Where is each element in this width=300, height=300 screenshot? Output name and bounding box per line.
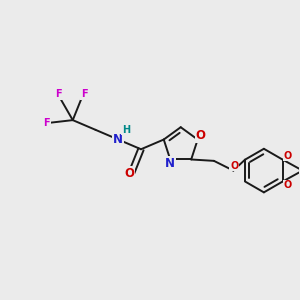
Text: F: F <box>43 118 50 128</box>
Text: O: O <box>230 160 238 171</box>
Text: O: O <box>124 167 134 180</box>
Text: O: O <box>284 151 292 161</box>
Text: F: F <box>81 89 88 99</box>
Text: F: F <box>56 89 62 99</box>
Text: H: H <box>122 124 130 135</box>
Text: N: N <box>113 133 123 146</box>
Text: N: N <box>165 157 175 170</box>
Text: O: O <box>196 129 206 142</box>
Text: O: O <box>284 180 292 190</box>
